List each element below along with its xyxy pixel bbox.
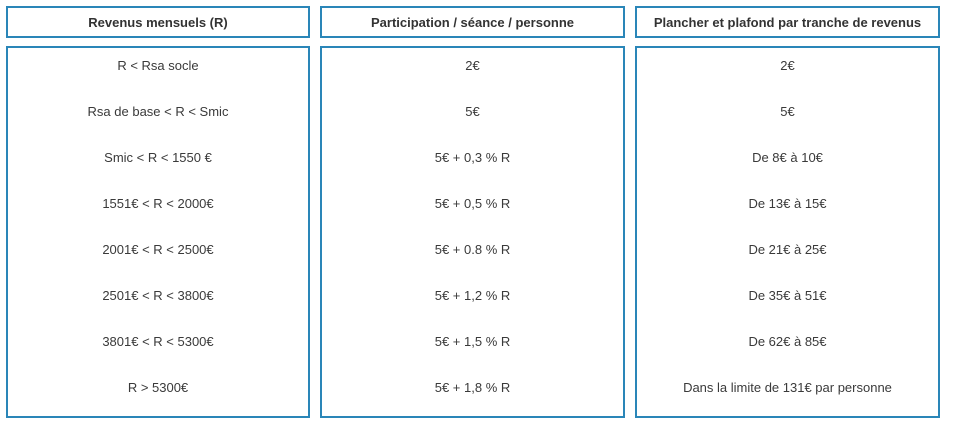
table-cell: 5€ + 1,5 % R	[434, 334, 511, 349]
header-label: Participation / séance / personne	[370, 14, 574, 30]
table-cell: De 35€ à 51€	[748, 288, 827, 303]
table-cell: De 8€ à 10€	[752, 150, 823, 165]
header-revenus-mensuels: Revenus mensuels (R)	[6, 6, 310, 38]
table-cell: R < Rsa socle	[117, 58, 199, 73]
table-cell: 5€	[780, 104, 795, 119]
header-plancher-plafond: Plancher et plafond par tranche de reven…	[635, 6, 940, 38]
table-cell: Smic < R < 1550 €	[104, 150, 212, 165]
table-cell: 2501€ < R < 3800€	[102, 288, 214, 303]
table-cell: Rsa de base < R < Smic	[87, 104, 229, 119]
header-participation: Participation / séance / personne	[320, 6, 625, 38]
header-label: Revenus mensuels (R)	[88, 14, 228, 30]
table-cell: 2001€ < R < 2500€	[102, 242, 214, 257]
table-cell: 5€	[465, 104, 480, 119]
table-cell: De 62€ à 85€	[748, 334, 827, 349]
table-cell: De 21€ à 25€	[748, 242, 827, 257]
table-cell: 5€ + 1,8 % R	[434, 380, 511, 395]
table-cell: 1551€ < R < 2000€	[102, 196, 214, 211]
table-cell: 5€ + 0,5 % R	[434, 196, 511, 211]
table-cell: 5€ + 0.8 % R	[434, 242, 511, 257]
table-cell: Dans la limite de 131€ par personne	[683, 380, 892, 395]
body-plancher-plafond: 2€ 5€ De 8€ à 10€ De 13€ à 15€ De 21€ à …	[635, 46, 940, 418]
body-revenus-mensuels: R < Rsa socle Rsa de base < R < Smic Smi…	[6, 46, 310, 418]
table-cell: De 13€ à 15€	[748, 196, 827, 211]
table-cell: 2€	[465, 58, 480, 73]
table-cell: 3801€ < R < 5300€	[102, 334, 214, 349]
body-participation: 2€ 5€ 5€ + 0,3 % R 5€ + 0,5 % R 5€ + 0.8…	[320, 46, 625, 418]
table-cell: 5€ + 1,2 % R	[434, 288, 511, 303]
table-cell: R > 5300€	[127, 380, 189, 395]
table-cell: 5€ + 0,3 % R	[434, 150, 511, 165]
header-label: Plancher et plafond par tranche de reven…	[653, 14, 922, 30]
table-cell: 2€	[780, 58, 795, 73]
